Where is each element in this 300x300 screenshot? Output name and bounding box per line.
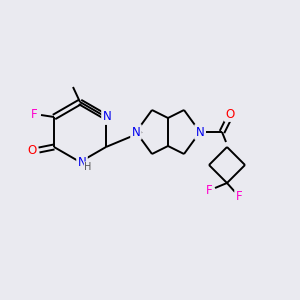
Text: O: O (27, 145, 37, 158)
Text: F: F (31, 109, 37, 122)
Text: F: F (236, 190, 242, 203)
Text: F: F (206, 184, 212, 197)
Text: O: O (225, 107, 235, 121)
Text: N: N (196, 125, 204, 139)
Text: N: N (132, 125, 140, 139)
Text: N: N (103, 110, 111, 124)
Text: H: H (84, 162, 92, 172)
Text: N: N (78, 155, 86, 169)
